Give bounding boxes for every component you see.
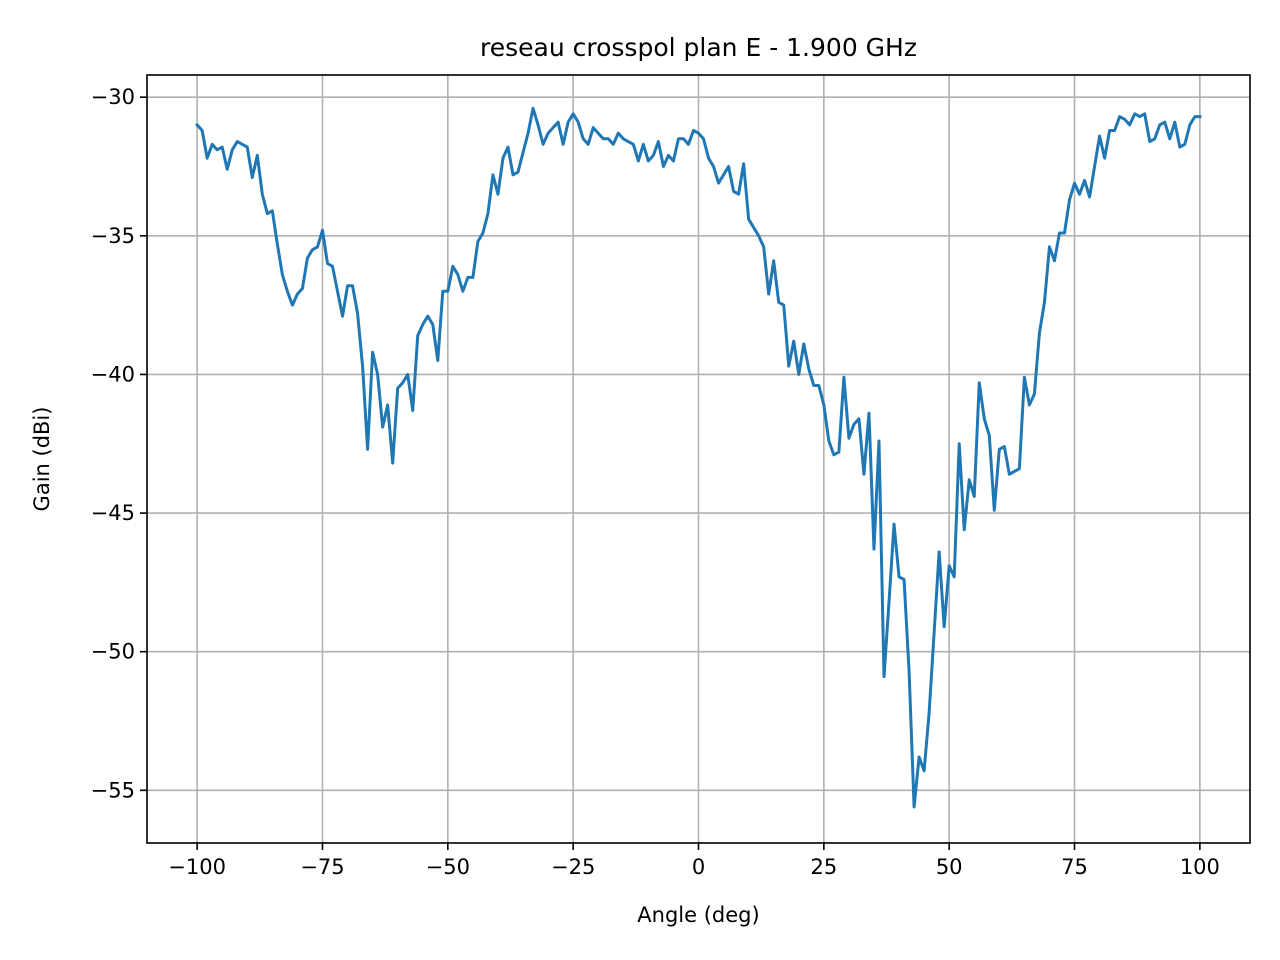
x-tick-label: 75 <box>1061 855 1088 879</box>
y-axis-label: Gain (dBi) <box>30 407 54 512</box>
x-tick-label: −75 <box>300 855 344 879</box>
x-tick-label: −100 <box>168 855 226 879</box>
x-axis-label: Angle (deg) <box>637 903 759 927</box>
y-tick-label: −45 <box>91 501 135 525</box>
x-tick-label: −25 <box>551 855 595 879</box>
chart-title: reseau crosspol plan E - 1.900 GHz <box>480 33 917 62</box>
series-layer <box>195 106 1202 809</box>
y-tick-label: −55 <box>91 778 135 802</box>
plot-frame <box>146 74 1251 844</box>
series-line <box>195 106 1202 809</box>
x-tick-label: 25 <box>810 855 837 879</box>
x-tick-label: 0 <box>692 855 705 879</box>
x-tick-label: 50 <box>936 855 963 879</box>
y-tick-label: −50 <box>91 640 135 664</box>
y-tick-label: −35 <box>91 224 135 248</box>
x-tick-label: −50 <box>426 855 470 879</box>
y-tick-label: −30 <box>91 85 135 109</box>
y-tick-label: −40 <box>91 362 135 386</box>
axis-ticks: −100 −75 −50 −25 0 25 50 75 100 −55 −50 −45 −40 −35 −3… <box>91 85 1220 879</box>
grid <box>147 75 1250 843</box>
x-tick-label: 100 <box>1180 855 1220 879</box>
